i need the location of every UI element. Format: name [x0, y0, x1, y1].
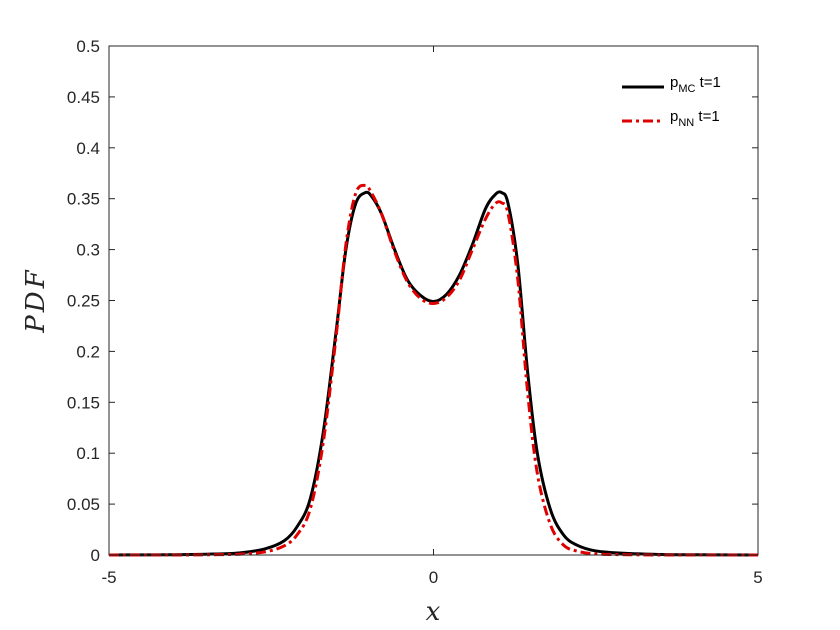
y-tick-label: 0.2 — [76, 342, 100, 361]
y-axis-label: PDF — [21, 267, 51, 333]
x-tick-label: 0 — [429, 568, 438, 587]
y-tick-label: 0 — [91, 546, 100, 565]
x-tick-label: 5 — [753, 568, 762, 587]
y-tick-label: 0.3 — [76, 241, 100, 260]
y-tick-label: 0.45 — [67, 88, 100, 107]
y-tick-label: 0.25 — [67, 292, 100, 311]
legend-label-nn: pNN t=1 — [670, 108, 720, 129]
series-line-nn — [109, 183, 758, 557]
series-line-mc — [108, 190, 759, 557]
y-tick-label: 0.4 — [76, 139, 100, 158]
series-layer — [108, 183, 759, 557]
y-tick-label: 0.5 — [76, 37, 100, 56]
x-axis-label: x — [426, 597, 441, 627]
y-tick-label: 0.05 — [67, 495, 100, 514]
y-tick-label: 0.35 — [67, 190, 100, 209]
x-tick-label: -5 — [101, 568, 116, 587]
legend-label-mc: pMC t=1 — [670, 74, 721, 95]
y-tick-label: 0.15 — [67, 393, 100, 412]
legend: pMC t=1 pNN t=1 — [622, 74, 721, 129]
y-tick-label: 0.1 — [76, 444, 100, 463]
ticks-layer: 00.050.10.150.20.250.30.350.40.450.5-5 0 5 — [67, 37, 763, 587]
